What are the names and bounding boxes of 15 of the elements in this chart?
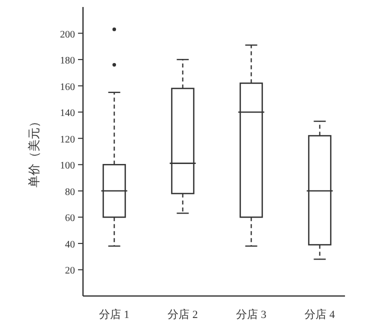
- y-tick-label: 140: [60, 108, 75, 120]
- y-tick-label: 20: [65, 266, 75, 277]
- x-tick-label: 分店 4: [304, 308, 336, 321]
- y-tick-label: 160: [60, 82, 75, 93]
- y-tick-label: 180: [60, 56, 75, 67]
- y-tick-label: 40: [65, 239, 75, 250]
- y-tick-label: 60: [65, 213, 75, 224]
- y-axis-title: 单价（美元）: [27, 116, 41, 188]
- y-tick-label: 200: [60, 29, 75, 40]
- x-tick-label: 分店 1: [99, 308, 130, 321]
- x-tick-label: 分店 3: [236, 308, 267, 321]
- y-tick-label: 80: [65, 186, 75, 198]
- x-tick-label: 分店 2: [168, 308, 198, 321]
- y-tick-label: 120: [60, 134, 75, 146]
- y-tick-label: 100: [60, 160, 75, 172]
